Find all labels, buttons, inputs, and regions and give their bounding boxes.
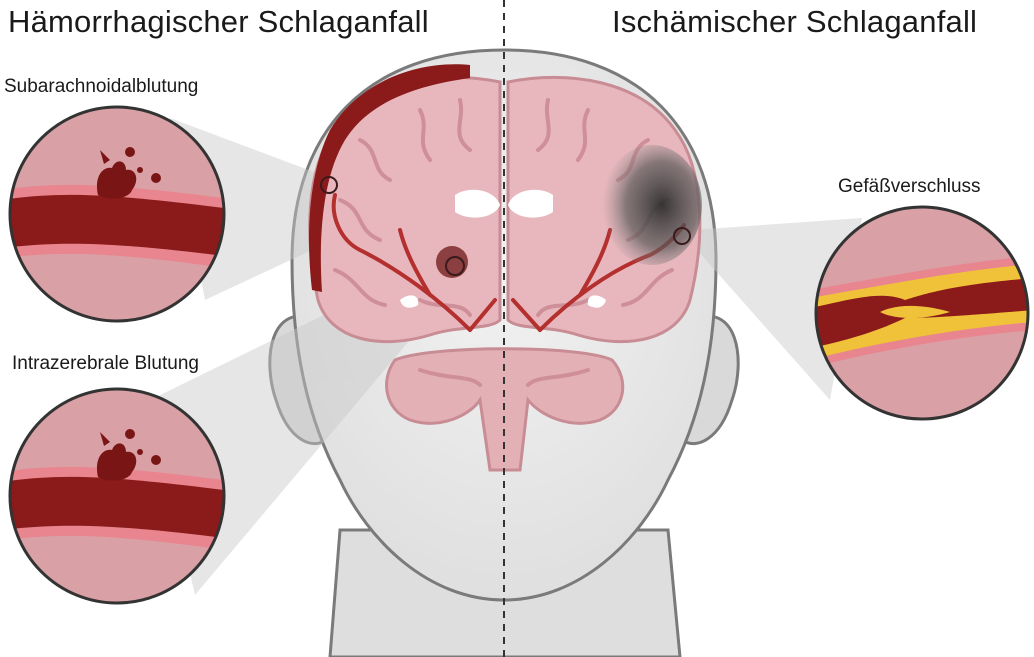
detail-circle-intracerebral	[8, 387, 226, 605]
occlusion-label: Gefäßverschluss	[838, 176, 981, 197]
ischemic-stroke-title: Ischämischer Schlaganfall	[612, 4, 978, 39]
hemorrhagic-stroke-title: Hämorrhagischer Schlaganfall	[8, 4, 429, 39]
subarachnoid-label: Subarachnoidalblutung	[4, 76, 199, 97]
brain	[308, 75, 702, 472]
occlusion-marker	[673, 227, 691, 245]
intracerebral-label: Intrazerebrale Blutung	[12, 353, 199, 374]
detail-circle-occlusion	[814, 205, 1030, 421]
ich-marker	[445, 256, 465, 276]
ischemic-region	[602, 145, 702, 265]
intracerebral-hemorrhage	[436, 246, 468, 278]
detail-circle-subarachnoid	[8, 105, 226, 323]
sah-marker	[320, 176, 338, 194]
subarachnoid-bleed	[309, 64, 470, 292]
